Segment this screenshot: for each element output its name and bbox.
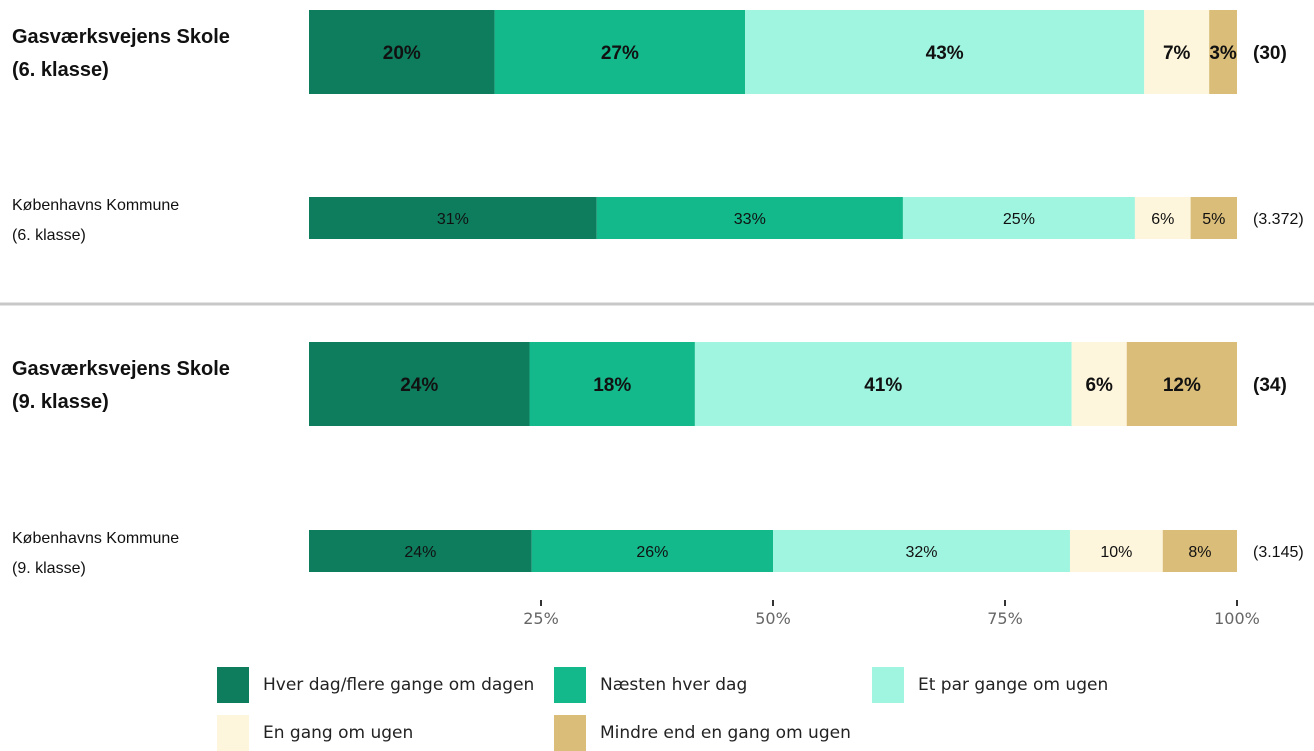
legend-item-4: En gang om ugen [217,715,413,751]
legend-item-1: Hver dag/flere gange om dagen [217,667,534,703]
bar-segment-r4-s4 [1069,530,1163,572]
data-label-r4-s1: 24% [404,544,436,561]
data-label-r4-s2: 26% [636,544,668,561]
data-label-r4-s4: 10% [1100,544,1132,561]
data-label-r2-s3: 25% [1003,211,1035,228]
bar-segment-r3-s3 [694,342,1072,426]
bar-segment-r3-s2 [529,342,695,426]
bar-segment-r4-s2 [531,530,773,572]
data-label-r1-s3: 43% [926,43,964,64]
data-label-r2-s4: 6% [1151,211,1174,228]
x-tick-label-4: 100% [1214,609,1260,628]
bar-segment-r1-s2 [494,10,746,94]
row-label-4-line-1: Københavns Kommune [12,530,179,547]
legend-swatch-4 [217,715,249,751]
bar-segment-r2-s1 [309,197,597,239]
legend-label-2: Næsten hver dag [600,675,748,695]
sample-size-1: (30) [1253,43,1287,64]
legend-swatch-3 [872,667,904,703]
data-label-r1-s2: 27% [601,43,639,64]
legend-label-5: Mindre end en gang om ugen [600,723,851,743]
legend-label-4: En gang om ugen [263,723,414,743]
row-label-1-line-1: Gasværksvejens Skole [12,26,230,48]
legend-swatch-1 [217,667,249,703]
sample-size-3: (34) [1253,375,1287,396]
sample-size-4: (3.145) [1253,544,1304,561]
legend-label-1: Hver dag/flere gange om dagen [263,675,535,695]
data-label-r1-s1: 20% [383,43,421,64]
data-label-r1-s5: 3% [1209,43,1237,64]
bar-segment-r1-s1 [309,10,495,94]
bar-segment-r4-s1 [309,530,532,572]
bar-segment-r1-s5 [1209,10,1237,94]
row-label-4-line-2: (9. klasse) [12,560,86,577]
row-label-2-line-2: (6. klasse) [12,227,86,244]
legend-swatch-5 [554,715,586,751]
bar-segment-r3-s5 [1126,342,1237,426]
bar-segment-r2-s3 [902,197,1135,239]
bar-segment-r2-s5 [1190,197,1237,239]
legend-item-5: Mindre end en gang om ugen [554,715,851,751]
data-label-r1-s4: 7% [1163,43,1191,64]
data-label-r3-s3: 41% [864,375,902,396]
stacked-bar-chart: Gasværksvejens Skole (6. klasse) 20% 27% 43%… [0,10,1314,628]
legend-item-3: Et par gange om ugen [872,667,1108,703]
data-label-r3-s2: 18% [593,375,631,396]
bar-segment-r2-s4 [1134,197,1191,239]
row-label-3-line-2: (9. klasse) [12,391,109,413]
row-label-2-line-1: Københavns Kommune [12,197,179,214]
data-label-r2-s5: 5% [1202,211,1225,228]
bar-segment-r4-s5 [1162,530,1237,572]
bar-segment-r2-s2 [596,197,903,239]
bar-segment-r1-s3 [745,10,1145,94]
data-label-r4-s3: 32% [905,544,937,561]
data-label-r3-s4: 6% [1085,375,1113,396]
row-label-1-line-2: (6. klasse) [12,59,109,81]
bar-segment-r3-s4 [1071,342,1127,426]
bar-segment-r3-s1 [309,342,530,426]
bar-segment-r1-s4 [1144,10,1210,94]
data-label-r2-s2: 33% [734,211,766,228]
data-label-r4-s5: 8% [1188,544,1211,561]
sample-size-2: (3.372) [1253,211,1304,228]
x-tick-label-2: 50% [755,609,791,628]
legend-swatch-2 [554,667,586,703]
data-label-r2-s1: 31% [437,211,469,228]
x-tick-label-1: 25% [523,609,559,628]
legend-label-3: Et par gange om ugen [918,675,1109,695]
legend-item-2: Næsten hver dag [554,667,747,703]
data-label-r3-s5: 12% [1163,375,1201,396]
row-label-3-line-1: Gasværksvejens Skole [12,358,230,380]
bar-segment-r4-s3 [773,530,1070,572]
data-label-r3-s1: 24% [400,375,438,396]
x-tick-label-3: 75% [987,609,1023,628]
